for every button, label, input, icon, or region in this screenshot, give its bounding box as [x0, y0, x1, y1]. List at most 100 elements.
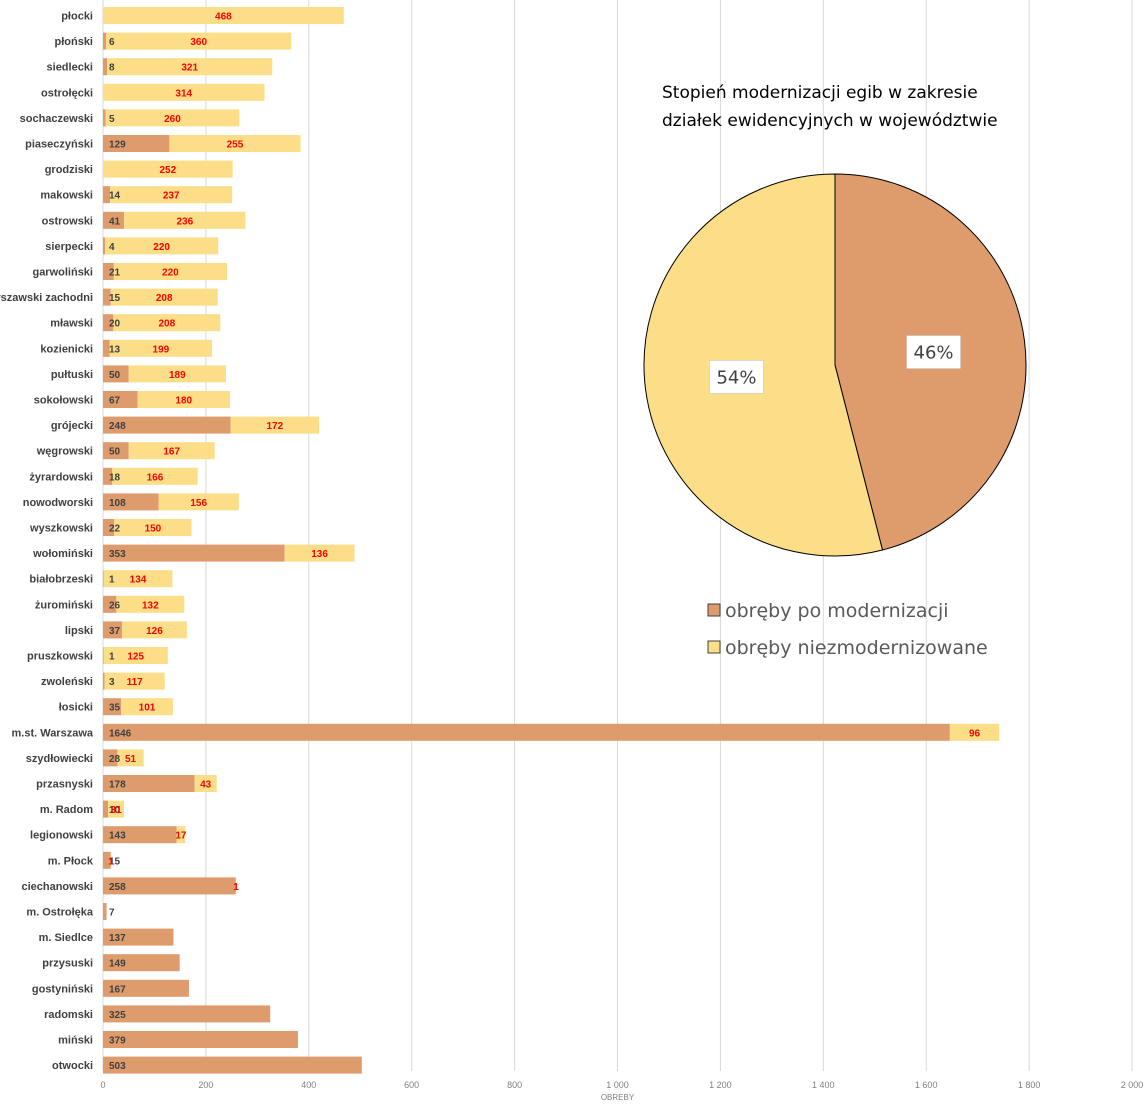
category-label: m.st. Warszawa	[11, 727, 93, 739]
x-tick-label: 800	[507, 1080, 522, 1090]
category-label: pruszkowski	[27, 651, 93, 663]
bar-modernized	[103, 570, 104, 587]
category-label: m. Siedlce	[39, 932, 93, 944]
data-label-not-modernized: 220	[162, 268, 179, 279]
category-label: nowodworski	[23, 497, 93, 509]
pie-title: Stopień modernizacji egib w zakresie dzia…	[662, 83, 998, 131]
data-label-not-modernized: 43	[200, 780, 212, 791]
category-label: sierpecki	[45, 241, 93, 253]
data-label-not-modernized: 150	[145, 524, 162, 535]
category-label: szydłowiecki	[26, 753, 93, 765]
x-tick-label: 1 400	[812, 1080, 835, 1090]
category-label: zwoleński	[41, 676, 93, 688]
category-label: białobrzeski	[29, 574, 93, 586]
x-tick-label: 1 600	[915, 1080, 938, 1090]
bar-modernized	[103, 109, 106, 126]
category-label: garwoliński	[32, 267, 93, 279]
category-label: żyrardowski	[29, 471, 93, 483]
category-label: ciechanowski	[21, 881, 93, 893]
data-label-not-modernized: 101	[139, 703, 156, 714]
category-label: wyszkowski	[29, 523, 93, 535]
category-label: węgrowski	[36, 446, 93, 458]
data-label-not-modernized: 260	[164, 114, 181, 125]
data-label-modernized: 258	[109, 882, 126, 893]
x-tick-label: 200	[198, 1080, 213, 1090]
data-label-modernized: 137	[109, 933, 126, 944]
category-label: radomski	[44, 1009, 93, 1021]
data-label-modernized: 178	[109, 780, 126, 791]
data-label-not-modernized: 172	[266, 421, 283, 432]
category-label: przasnyski	[36, 779, 93, 791]
bar-modernized	[103, 647, 104, 664]
data-label-not-modernized: 166	[147, 472, 164, 483]
data-label-not-modernized: 237	[163, 191, 180, 202]
data-label-modernized: 37	[109, 626, 121, 637]
data-label-modernized: 8	[109, 63, 115, 74]
x-tick-label: 1 000	[606, 1080, 629, 1090]
category-label: kozienicki	[40, 343, 93, 355]
bar-modernized	[103, 724, 950, 741]
data-label-not-modernized: 252	[159, 165, 176, 176]
data-label-modernized: 7	[109, 908, 115, 919]
data-label-modernized: 129	[109, 140, 126, 151]
data-label-modernized: 1646	[109, 728, 132, 739]
data-label-not-modernized: 220	[153, 242, 170, 253]
category-label: mławski	[50, 318, 93, 330]
category-label: żuromiński	[35, 599, 93, 611]
legend-label: obręby niezmodernizowane	[725, 637, 988, 659]
x-axis-title: OBREBY	[601, 1093, 635, 1102]
legend-swatch	[708, 641, 720, 653]
legend-swatch	[708, 604, 720, 616]
category-label: wołomiński	[32, 548, 93, 560]
data-label-not-modernized: 1	[108, 856, 114, 867]
x-tick-label: 2 000	[1121, 1080, 1144, 1090]
bar-modernized	[103, 801, 108, 818]
bar-modernized	[103, 33, 106, 50]
category-label: m. Płock	[48, 855, 94, 867]
data-label-not-modernized: 51	[125, 754, 137, 765]
data-label-modernized: 143	[109, 831, 126, 842]
data-label-not-modernized: 360	[190, 37, 207, 48]
category-label: makowski	[40, 190, 93, 202]
data-label-not-modernized: 126	[146, 626, 163, 637]
data-label-modernized: 22	[109, 524, 121, 535]
bar-modernized	[103, 237, 105, 254]
category-label: rszawski zachodni	[0, 292, 93, 304]
data-label-modernized: 1	[109, 575, 115, 586]
data-label-modernized: 4	[109, 242, 115, 253]
data-label-modernized: 108	[109, 498, 126, 509]
data-label-modernized: 379	[109, 1036, 126, 1047]
data-label-not-modernized: 180	[175, 396, 192, 407]
data-label-modernized: 503	[109, 1061, 126, 1072]
data-label-modernized: 353	[109, 549, 126, 560]
data-label-not-modernized: 314	[175, 88, 192, 99]
data-label-modernized: 5	[109, 114, 115, 125]
category-label: m. Radom	[40, 804, 93, 816]
category-label: miński	[58, 1035, 93, 1047]
data-label-not-modernized: 117	[127, 677, 144, 688]
data-label-modernized: 28	[109, 754, 121, 765]
category-label: ostrowski	[42, 215, 93, 227]
data-label-modernized: 14	[109, 191, 121, 202]
data-label-not-modernized: 199	[153, 344, 170, 355]
data-label-not-modernized: 132	[142, 600, 159, 611]
data-label-modernized: 13	[109, 344, 121, 355]
data-label-modernized: 3	[109, 677, 115, 688]
bar-modernized	[103, 545, 285, 562]
category-label: gostyniński	[32, 983, 93, 995]
category-label: płoński	[54, 36, 93, 48]
x-tick-label: 1 800	[1018, 1080, 1041, 1090]
category-label: m. Ostrołęka	[26, 907, 94, 919]
category-label: lipski	[65, 625, 93, 637]
data-label-modernized: 67	[109, 396, 121, 407]
bar-modernized	[103, 1005, 270, 1022]
bar-modernized	[103, 1031, 298, 1048]
data-label-not-modernized: 189	[169, 370, 186, 381]
x-tick-label: 0	[100, 1080, 105, 1090]
category-label: sochaczewski	[20, 113, 93, 125]
data-label-modernized: 21	[109, 268, 121, 279]
bar-modernized	[103, 903, 107, 920]
bar-modernized	[103, 673, 105, 690]
category-label: płocki	[61, 11, 93, 23]
data-label-modernized: 18	[109, 472, 121, 483]
